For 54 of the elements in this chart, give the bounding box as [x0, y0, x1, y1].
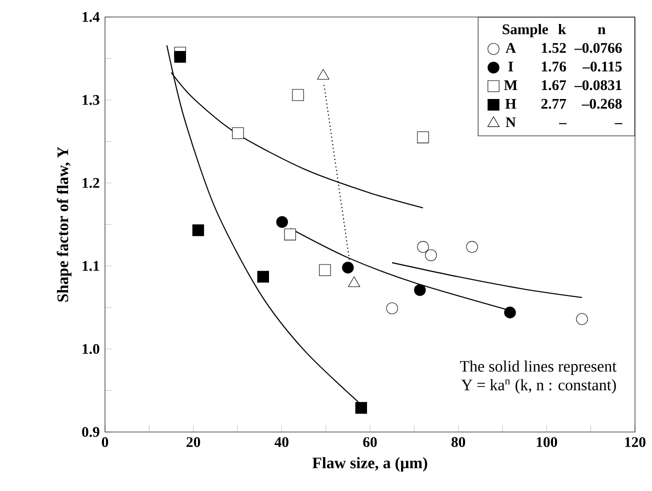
annotation: 1.52 [542, 43, 566, 53]
point [257, 270, 269, 283]
line-series [392, 262, 583, 298]
x-tick-label: 100 [536, 437, 558, 448]
x-tick-label: 0 [102, 437, 108, 448]
annotation: 1.67 [542, 80, 566, 90]
annotation: Y = ka$^{n}$ (k, n : constant) [461, 379, 616, 394]
annotation: –0.268 [582, 98, 622, 109]
point [174, 50, 186, 63]
point [342, 262, 354, 274]
point [504, 306, 516, 318]
point [284, 228, 296, 240]
y-axis-title: Shape factor of flaw, Y [56, 146, 72, 302]
point [466, 241, 478, 253]
legend-label: M [504, 80, 518, 90]
annotation: – [559, 123, 567, 124]
point [232, 127, 244, 140]
annotation: 1.76 [542, 62, 566, 72]
legend-label: H [505, 98, 516, 109]
point [425, 249, 437, 262]
y-tick-label: 1.2 [82, 178, 100, 188]
annotation: –0.0831 [574, 80, 622, 90]
point [355, 402, 368, 414]
annotation: k [558, 24, 566, 34]
legend-label: I [508, 62, 514, 72]
y-tick-label: 1.1 [82, 261, 100, 271]
annotation: –0.115 [582, 62, 622, 72]
x-tick-label: 40 [274, 437, 288, 448]
point [192, 224, 204, 236]
y-tick-label: 1.0 [82, 344, 100, 354]
legend-label: N [506, 117, 516, 128]
legend-label: A [506, 43, 516, 53]
annotation: n [598, 27, 606, 34]
annotation: The solid lines represent [460, 360, 617, 375]
x-tick-label: 120 [625, 437, 646, 448]
point [414, 284, 426, 296]
legend-title: Sample [502, 24, 548, 38]
y-tick-label: 0.9 [82, 427, 100, 437]
y-tick-label: 1.3 [82, 95, 100, 105]
annotation: – [614, 123, 622, 124]
x-tick-label: 80 [451, 437, 466, 448]
point [276, 216, 288, 228]
x-axis-title: Flaw size, a (μm) [312, 457, 428, 472]
annotation: –0.0766 [574, 42, 622, 53]
point [417, 131, 429, 144]
point [576, 313, 588, 325]
point [319, 264, 331, 276]
point [386, 302, 398, 314]
y-tick-label: 1.4 [82, 12, 100, 22]
point [292, 89, 304, 101]
point [417, 241, 429, 253]
x-tick-label: 20 [186, 437, 200, 448]
annotation: 2.77 [541, 98, 566, 109]
x-tick-label: 60 [363, 437, 377, 448]
